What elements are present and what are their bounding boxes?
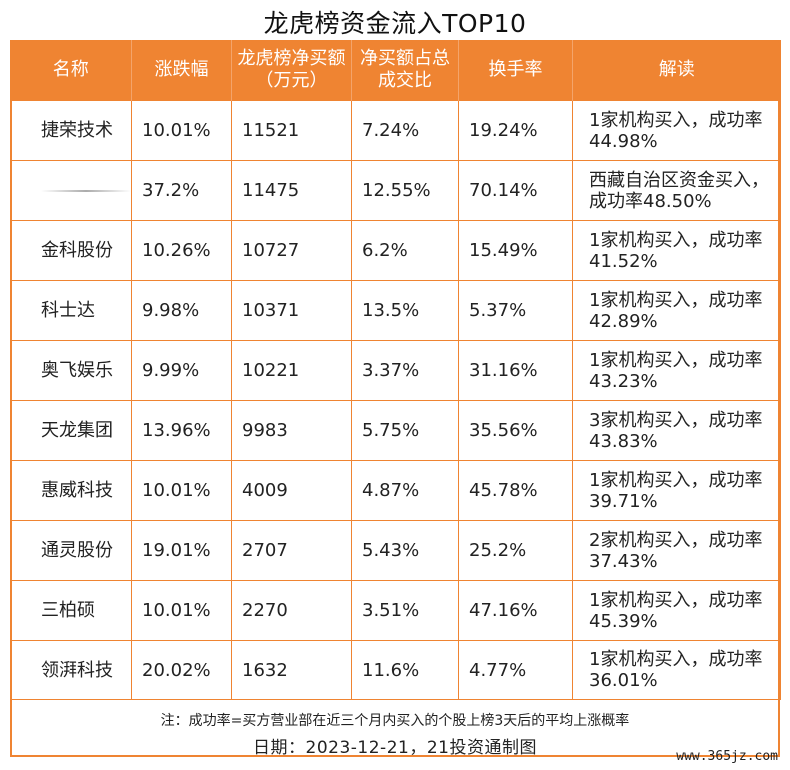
header-change: 涨跌幅 [131, 40, 232, 101]
cell-net-buy: 10221 [231, 340, 352, 401]
cell-change: 9.99% [131, 340, 232, 401]
top10-table: 名称 涨跌幅 龙虎榜净买额（万元） 净买额占总成交比 换手率 解读 捷荣技术 1… [10, 40, 781, 700]
cell-net-buy: 4009 [231, 460, 352, 521]
cell-change: 10.26% [131, 220, 232, 281]
header-name: 名称 [10, 40, 132, 101]
table-row: 奥飞娱乐 9.99% 10221 3.37% 31.16% 1家机构买入，成功率… [10, 340, 781, 401]
cell-turnover: 4.77% [458, 640, 573, 700]
cell-name: 通灵股份 [10, 520, 132, 581]
cell-net-ratio: 7.24% [351, 100, 459, 161]
cell-change: 10.01% [131, 460, 232, 521]
cell-name: 三柏硕 [10, 580, 132, 641]
cell-net-ratio: 12.55% [351, 160, 459, 221]
table-row: 领湃科技 20.02% 1632 11.6% 4.77% 1家机构买入，成功率3… [10, 640, 781, 700]
cell-interpretation: 1家机构买入，成功率36.01% [572, 640, 781, 700]
redacted-mark [41, 190, 131, 192]
cell-turnover: 15.49% [458, 220, 573, 281]
cell-name: 天龙集团 [10, 400, 132, 461]
cell-net-buy: 10371 [231, 280, 352, 341]
cell-name: 领湃科技 [10, 640, 132, 700]
cell-net-buy: 1632 [231, 640, 352, 700]
cell-net-buy: 11475 [231, 160, 352, 221]
cell-change: 10.01% [131, 580, 232, 641]
cell-interpretation: 西藏自治区资金买入，成功率48.50% [572, 160, 781, 221]
cell-change: 20.02% [131, 640, 232, 700]
header-turnover: 换手率 [458, 40, 573, 101]
table-row: 通灵股份 19.01% 2707 5.43% 25.2% 2家机构买入，成功率3… [10, 520, 781, 581]
cell-net-buy: 9983 [231, 400, 352, 461]
cell-turnover: 5.37% [458, 280, 573, 341]
cell-net-buy: 11521 [231, 100, 352, 161]
cell-interpretation: 2家机构买入，成功率37.43% [572, 520, 781, 581]
table-title: 龙虎榜资金流入TOP10 [263, 9, 527, 38]
cell-interpretation: 1家机构买入，成功率42.89% [572, 280, 781, 341]
cell-net-ratio: 11.6% [351, 640, 459, 700]
cell-name: 金科股份 [10, 220, 132, 281]
cell-turnover: 45.78% [458, 460, 573, 521]
cell-net-buy: 2270 [231, 580, 352, 641]
cell-turnover: 31.16% [458, 340, 573, 401]
table-row: 天龙集团 13.96% 9983 5.75% 35.56% 3家机构买入，成功率… [10, 400, 781, 461]
cell-change: 37.2% [131, 160, 232, 221]
cell-name: 捷荣技术 [10, 100, 132, 161]
footnote: 注：成功率=买方营业部在近三个月内买入的个股上榜3天后的平均上涨概率 [160, 713, 630, 729]
cell-turnover: 70.14% [458, 160, 573, 221]
cell-interpretation: 1家机构买入，成功率41.52% [572, 220, 781, 281]
cell-net-ratio: 13.5% [351, 280, 459, 341]
table-row: 捷荣技术 10.01% 11521 7.24% 19.24% 1家机构买入，成功… [10, 100, 781, 161]
header-net-ratio: 净买额占总成交比 [351, 40, 459, 101]
header-row: 名称 涨跌幅 龙虎榜净买额（万元） 净买额占总成交比 换手率 解读 [10, 40, 781, 101]
cell-name: 科士达 [10, 280, 132, 341]
table-row: 37.2% 11475 12.55% 70.14% 西藏自治区资金买入，成功率4… [10, 160, 781, 221]
date-credit: 日期：2023-12-21，21投资通制图 [253, 738, 537, 758]
cell-name: 惠威科技 [10, 460, 132, 521]
cell-net-ratio: 3.37% [351, 340, 459, 401]
watermark: www.365jz.com [676, 749, 778, 764]
cell-change: 19.01% [131, 520, 232, 581]
cell-interpretation: 3家机构买入，成功率43.83% [572, 400, 781, 461]
cell-name: 奥飞娱乐 [10, 340, 132, 401]
table-row: 金科股份 10.26% 10727 6.2% 15.49% 1家机构买入，成功率… [10, 220, 781, 281]
cell-interpretation: 1家机构买入，成功率45.39% [572, 580, 781, 641]
cell-turnover: 35.56% [458, 400, 573, 461]
table-row: 三柏硕 10.01% 2270 3.51% 47.16% 1家机构买入，成功率4… [10, 580, 781, 641]
cell-net-ratio: 3.51% [351, 580, 459, 641]
cell-net-ratio: 6.2% [351, 220, 459, 281]
cell-turnover: 25.2% [458, 520, 573, 581]
cell-change: 10.01% [131, 100, 232, 161]
cell-net-ratio: 4.87% [351, 460, 459, 521]
table-row: 科士达 9.98% 10371 13.5% 5.37% 1家机构买入，成功率42… [10, 280, 781, 341]
cell-net-buy: 2707 [231, 520, 352, 581]
cell-turnover: 19.24% [458, 100, 573, 161]
cell-turnover: 47.16% [458, 580, 573, 641]
cell-net-ratio: 5.75% [351, 400, 459, 461]
cell-change: 9.98% [131, 280, 232, 341]
cell-interpretation: 1家机构买入，成功率43.23% [572, 340, 781, 401]
cell-interpretation: 1家机构买入，成功率39.71% [572, 460, 781, 521]
table-row: 惠威科技 10.01% 4009 4.87% 45.78% 1家机构买入，成功率… [10, 460, 781, 521]
cell-interpretation: 1家机构买入，成功率44.98% [572, 100, 781, 161]
header-net-buy: 龙虎榜净买额（万元） [231, 40, 352, 101]
cell-net-buy: 10727 [231, 220, 352, 281]
cell-name-redacted [10, 160, 132, 221]
cell-change: 13.96% [131, 400, 232, 461]
cell-net-ratio: 5.43% [351, 520, 459, 581]
header-interpretation: 解读 [572, 40, 781, 101]
